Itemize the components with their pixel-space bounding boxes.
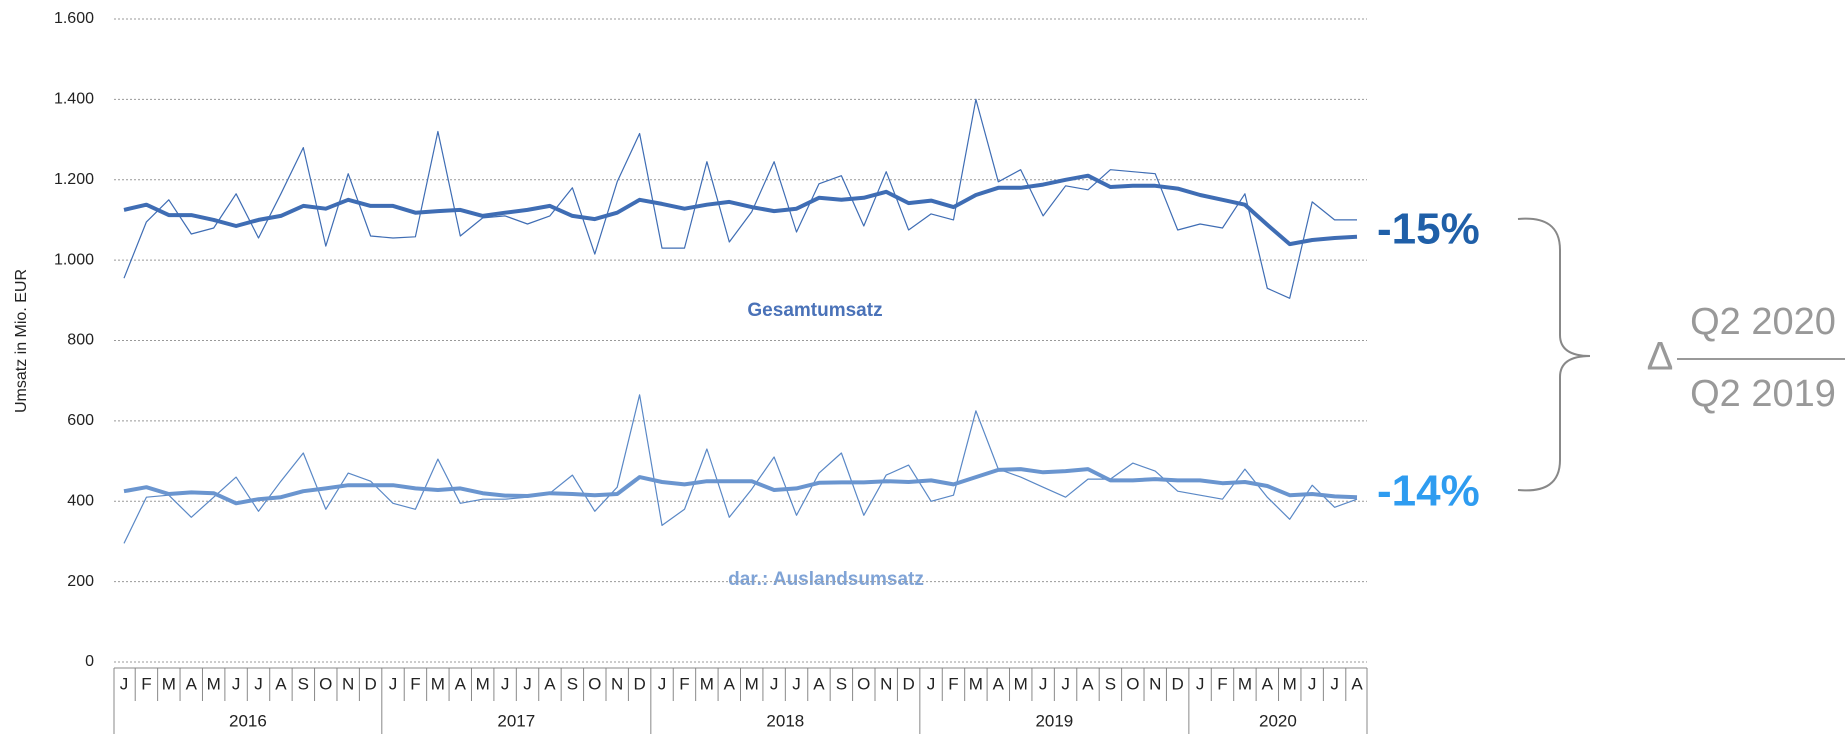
- x-tick-label: J: [1330, 674, 1339, 693]
- x-tick-label: J: [1061, 674, 1070, 693]
- x-tick-label: A: [724, 674, 736, 693]
- y-tick-label: 400: [67, 492, 94, 509]
- series-label: Gesamtumsatz: [747, 300, 882, 321]
- x-tick-label: N: [1149, 674, 1161, 693]
- x-tick-label: O: [588, 674, 601, 693]
- x-tick-label: F: [948, 674, 958, 693]
- y-tick-label: 1.400: [54, 91, 94, 108]
- series-line: [123, 98, 1357, 299]
- x-tick-label: S: [1105, 674, 1116, 693]
- fraction-numerator: Q2 2020: [1690, 301, 1836, 343]
- year-label: 2018: [766, 711, 804, 730]
- x-tick-label: M: [969, 674, 983, 693]
- x-tick-label: D: [1172, 674, 1184, 693]
- series-line: [123, 467, 1358, 506]
- x-tick-label: M: [162, 674, 176, 693]
- x-tick-label: A: [275, 674, 287, 693]
- x-tick-label: J: [501, 674, 510, 693]
- x-tick-label: A: [813, 674, 825, 693]
- x-tick-label: S: [298, 674, 309, 693]
- x-tick-label: D: [364, 674, 376, 693]
- x-tick-label: J: [389, 674, 398, 693]
- x-tick-label: J: [523, 674, 532, 693]
- year-label: 2017: [497, 711, 535, 730]
- x-tick-label: S: [836, 674, 847, 693]
- x-tick-label: J: [120, 674, 129, 693]
- x-tick-label: A: [1262, 674, 1274, 693]
- x-tick-label: A: [1351, 674, 1363, 693]
- x-tick-label: M: [745, 674, 759, 693]
- series-line: [123, 173, 1358, 247]
- y-tick-label: 1.600: [54, 10, 94, 27]
- x-tick-label: A: [455, 674, 467, 693]
- x-tick-label: M: [1014, 674, 1028, 693]
- x-tick-label: A: [1082, 674, 1094, 693]
- x-tick-label: F: [679, 674, 689, 693]
- x-tick-label: F: [1217, 674, 1227, 693]
- change-label: -15%: [1377, 205, 1480, 254]
- series-line: [123, 394, 1358, 544]
- x-tick-label: S: [567, 674, 578, 693]
- change-label: -14%: [1377, 467, 1480, 516]
- x-tick-label: J: [1196, 674, 1205, 693]
- x-tick-label: M: [700, 674, 714, 693]
- x-tick-label: O: [319, 674, 332, 693]
- y-tick-label: 200: [67, 573, 94, 590]
- x-tick-label: A: [993, 674, 1005, 693]
- year-label: 2019: [1035, 711, 1073, 730]
- y-tick-label: 0: [85, 653, 94, 670]
- y-tick-label: 1.000: [54, 251, 94, 268]
- x-tick-label: N: [880, 674, 892, 693]
- x-tick-label: M: [431, 674, 445, 693]
- x-tick-label: A: [544, 674, 556, 693]
- x-tick-label: J: [232, 674, 241, 693]
- x-tick-label: O: [857, 674, 870, 693]
- x-tick-label: D: [633, 674, 645, 693]
- x-tick-label: J: [792, 674, 801, 693]
- x-tick-label: A: [186, 674, 198, 693]
- x-tick-label: J: [1039, 674, 1048, 693]
- x-tick-label: M: [1238, 674, 1252, 693]
- y-tick-label: 600: [67, 412, 94, 429]
- fraction-denominator: Q2 2019: [1690, 373, 1836, 415]
- y-axis-label: Umsatz in Mio. EUR: [13, 269, 30, 413]
- x-tick-label: F: [410, 674, 420, 693]
- x-tick-label: J: [658, 674, 667, 693]
- x-tick-label: N: [342, 674, 354, 693]
- year-label: 2016: [229, 711, 267, 730]
- x-tick-label: M: [476, 674, 490, 693]
- x-tick-label: J: [770, 674, 779, 693]
- series-label: dar.: Auslandsumsatz: [728, 569, 924, 590]
- x-tick-label: J: [254, 674, 263, 693]
- x-tick-label: J: [1308, 674, 1317, 693]
- year-label: 2020: [1259, 711, 1297, 730]
- x-tick-label: O: [1126, 674, 1139, 693]
- delta: Δ: [1647, 335, 1674, 379]
- x-tick-label: F: [141, 674, 151, 693]
- bracket: [1517, 217, 1591, 492]
- x-tick-label: D: [902, 674, 914, 693]
- x-tick-label: J: [927, 674, 936, 693]
- x-tick-label: M: [1283, 674, 1297, 693]
- x-tick-label: M: [207, 674, 221, 693]
- y-tick-label: 800: [67, 332, 94, 349]
- y-tick-label: 1.200: [54, 171, 94, 188]
- x-tick-label: N: [611, 674, 623, 693]
